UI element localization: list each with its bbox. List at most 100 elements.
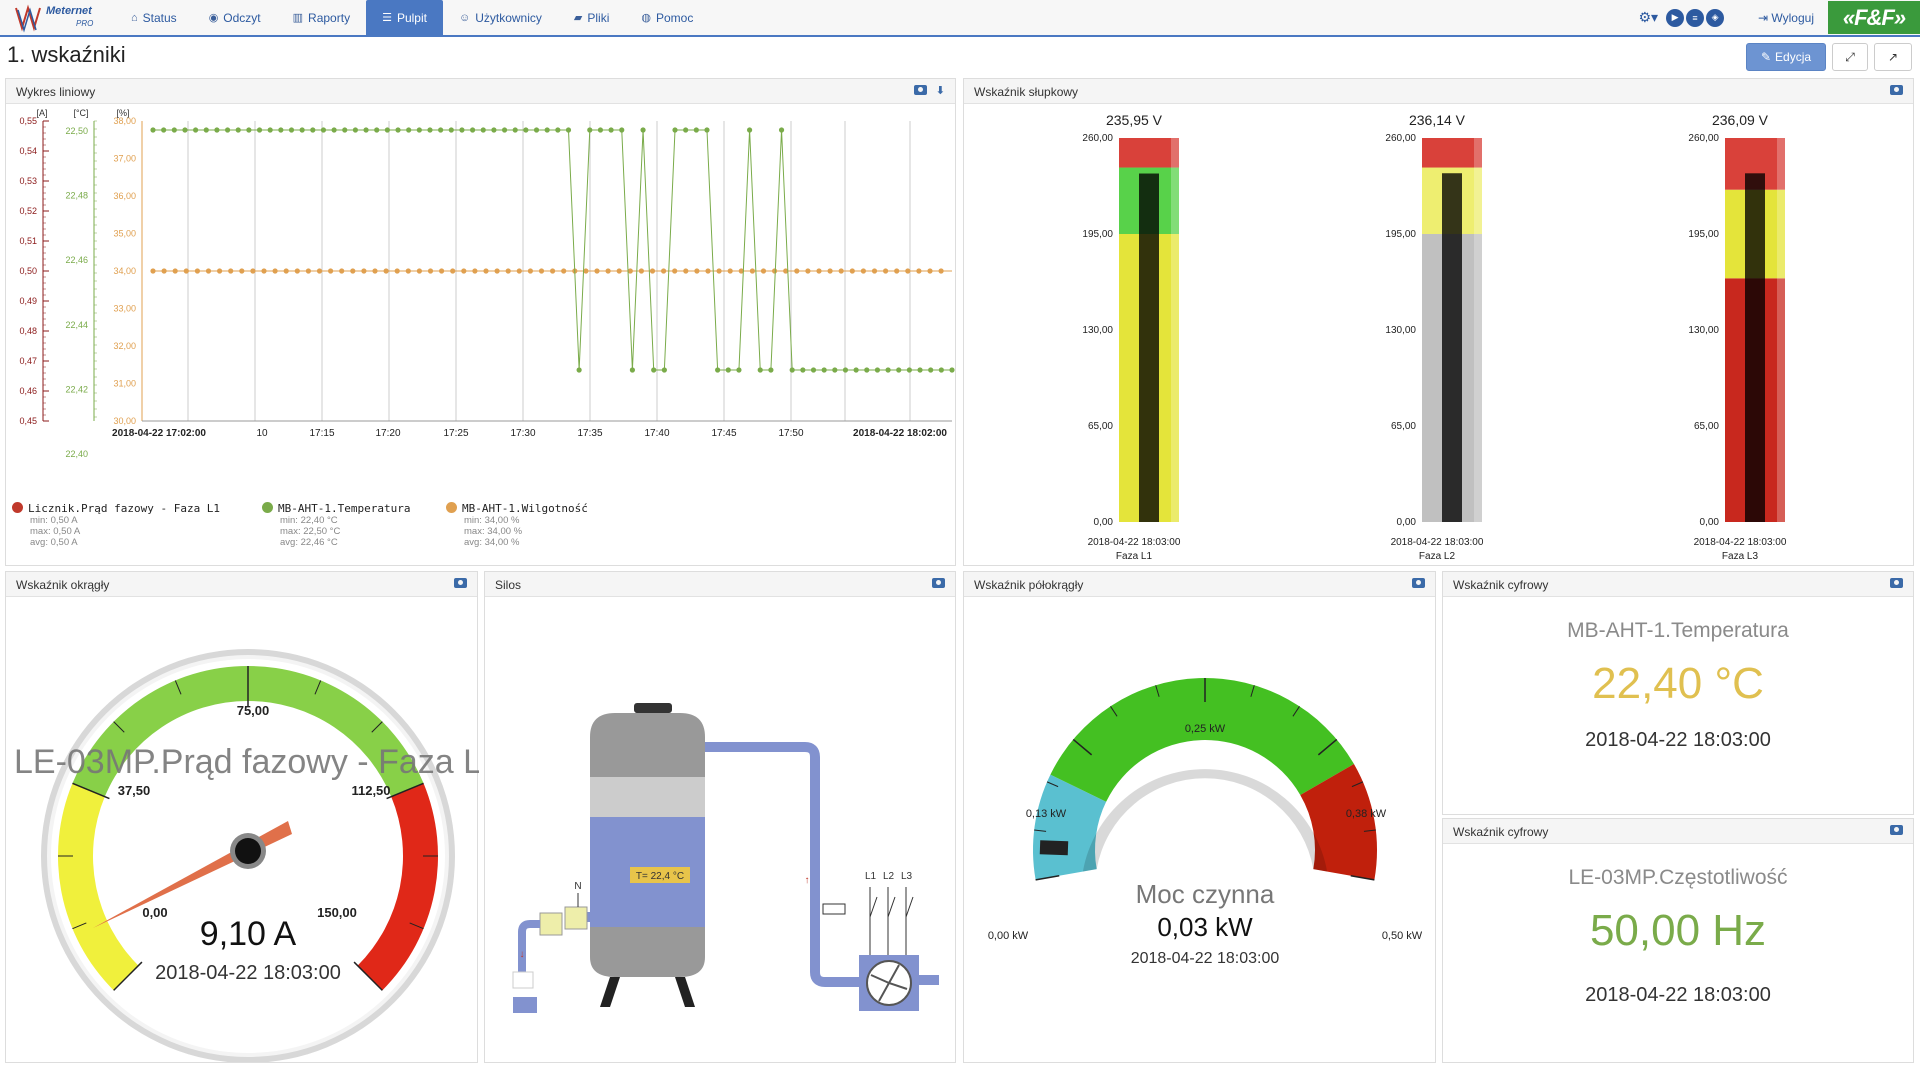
- humidity-point: [161, 268, 167, 274]
- humidity-point: [228, 268, 234, 274]
- semi-tick: [1351, 781, 1364, 788]
- open-external-button[interactable]: ↗: [1874, 43, 1912, 71]
- semi-tick: [1034, 829, 1047, 832]
- temperature-point: [906, 367, 912, 373]
- edit-label: Edycja: [1775, 50, 1812, 64]
- temperature-point: [587, 127, 593, 133]
- temperature-point: [544, 127, 550, 133]
- valve-2: [539, 912, 563, 936]
- camera-icon[interactable]: [1890, 825, 1903, 835]
- temperature-point: [619, 127, 625, 133]
- temperature-point: [725, 367, 731, 373]
- temperature-point: [438, 127, 444, 133]
- axis-a-tick: 0,53: [19, 176, 37, 186]
- camera-icon[interactable]: [914, 85, 927, 95]
- temperature-point: [938, 367, 944, 373]
- legend-stat-avg: avg: 22,46 °C: [280, 537, 338, 548]
- humidity-point: [172, 268, 178, 274]
- nav-item-folder[interactable]: ▰ Pliki: [558, 0, 625, 35]
- gauge-value: 9,10 A: [200, 915, 297, 953]
- nav-item-bar-chart[interactable]: ▥ Raporty: [277, 0, 366, 35]
- compass-icon[interactable]: ◈: [1706, 8, 1725, 27]
- nav-item-help[interactable]: ◍ Pomoc: [625, 0, 709, 35]
- gauge-tick: [174, 680, 182, 695]
- panel-title: Silos: [495, 578, 522, 592]
- camera-icon[interactable]: [1412, 578, 1425, 588]
- temperature-point: [459, 127, 465, 133]
- humidity-point: [416, 268, 422, 274]
- logout-icon: ⇥: [1758, 10, 1772, 25]
- nav-item-list[interactable]: ☰ Pulpit: [366, 0, 443, 35]
- humidity-point: [849, 268, 855, 274]
- temperature-point: [576, 367, 582, 373]
- temperature-point: [874, 367, 881, 373]
- database-icon[interactable]: ≡: [1686, 8, 1705, 27]
- temperature-point: [768, 367, 774, 373]
- silo-panel: Silos T= 22,4 °C ↑ L1 L2 L3 N: [484, 571, 956, 1063]
- bar-highlight: [1474, 138, 1482, 522]
- download-icon[interactable]: ⬇: [935, 85, 945, 97]
- humidity-point: [649, 268, 656, 274]
- fullscreen-button[interactable]: ⤢: [1832, 43, 1868, 71]
- legend-dot-icon: [262, 502, 273, 513]
- legend-item[interactable]: Licznik.Prąd fazowy - Faza L1 min: 0,50 A…: [12, 502, 220, 548]
- semi-value: 0,03 kW: [1157, 912, 1253, 942]
- humidity-point: [694, 268, 700, 274]
- temperature-point: [193, 127, 199, 133]
- x-tick: 17:35: [577, 428, 602, 439]
- humidity-point: [439, 268, 445, 274]
- camera-icon[interactable]: [1890, 578, 1903, 588]
- nav-item-eye[interactable]: ◉ Odczyt: [193, 0, 277, 35]
- edit-button[interactable]: ✎ Edycja: [1746, 43, 1826, 71]
- legend-stat-avg: avg: 34,00 %: [464, 537, 520, 548]
- nav-item-label: Raporty: [308, 10, 351, 25]
- humidity-point: [261, 268, 267, 274]
- humidity-point: [305, 268, 311, 274]
- legend-item[interactable]: MB-AHT-1.Wilgotność min: 34,00 % max: 34,0…: [446, 502, 636, 548]
- humidity-point: [561, 268, 567, 274]
- nav-item-user[interactable]: ☺ Użytkownicy: [443, 0, 558, 35]
- humidity-point: [328, 268, 334, 274]
- fan-blades: [870, 964, 908, 1002]
- temperature-point: [800, 367, 806, 373]
- logout-button[interactable]: ⇥ Wyloguj: [1758, 11, 1814, 25]
- meternet-logo[interactable]: Meternet PRO: [12, 2, 102, 34]
- temperature-point: [278, 127, 284, 133]
- humidity-point: [350, 268, 356, 274]
- play-icon[interactable]: ▶: [1666, 8, 1685, 27]
- axis-pct-tick: 37,00: [113, 154, 136, 164]
- bucket: [512, 971, 534, 989]
- panel-title: Wskaźnik cyfrowy: [1453, 825, 1549, 839]
- gauge-band-yellow: [57, 783, 139, 991]
- bar-tick: 195,00: [1082, 229, 1113, 240]
- temperature-point: [715, 367, 721, 373]
- temp-badge: [630, 867, 690, 883]
- axis-c-tick: 22,40: [65, 449, 88, 459]
- humidity-point: [927, 268, 933, 274]
- gauge-tick: [72, 922, 87, 930]
- digital-timestamp: 2018-04-22 18:03:00: [1585, 984, 1771, 1006]
- temperature-point: [256, 127, 263, 133]
- temp-label: T= 22,4 °C: [636, 871, 684, 882]
- top-navbar: Meternet PRO ⌂ Status ◉ Odczyt ▥ Raporty ☰ Pulp…: [0, 0, 1920, 37]
- humidity-point: [294, 268, 300, 274]
- panel-title: Wskaźnik słupkowy: [974, 85, 1079, 99]
- ff-brand-logo[interactable]: «F&F»: [1828, 1, 1920, 34]
- bar-tick: 65,00: [1088, 421, 1113, 432]
- nav-item-label: Pomoc: [656, 10, 694, 25]
- bar-highlight: [1171, 138, 1179, 522]
- legend-item[interactable]: MB-AHT-1.Temperatura min: 22,40 °C max: 22…: [262, 502, 452, 548]
- temperature-point: [640, 127, 646, 133]
- humidity-point: [383, 268, 389, 274]
- tank-top: [635, 713, 705, 795]
- camera-icon[interactable]: [1890, 85, 1903, 95]
- temperature-point: [267, 127, 273, 133]
- temperature-point: [320, 127, 327, 133]
- settings-icon[interactable]: ⚙▾: [1638, 9, 1659, 25]
- gauge-tick: [113, 961, 143, 991]
- camera-icon[interactable]: [454, 578, 467, 588]
- humidity-point: [372, 268, 378, 274]
- nav-item-home[interactable]: ⌂ Status: [115, 0, 193, 35]
- camera-icon[interactable]: [932, 578, 945, 588]
- bar-tick: 195,00: [1385, 229, 1416, 240]
